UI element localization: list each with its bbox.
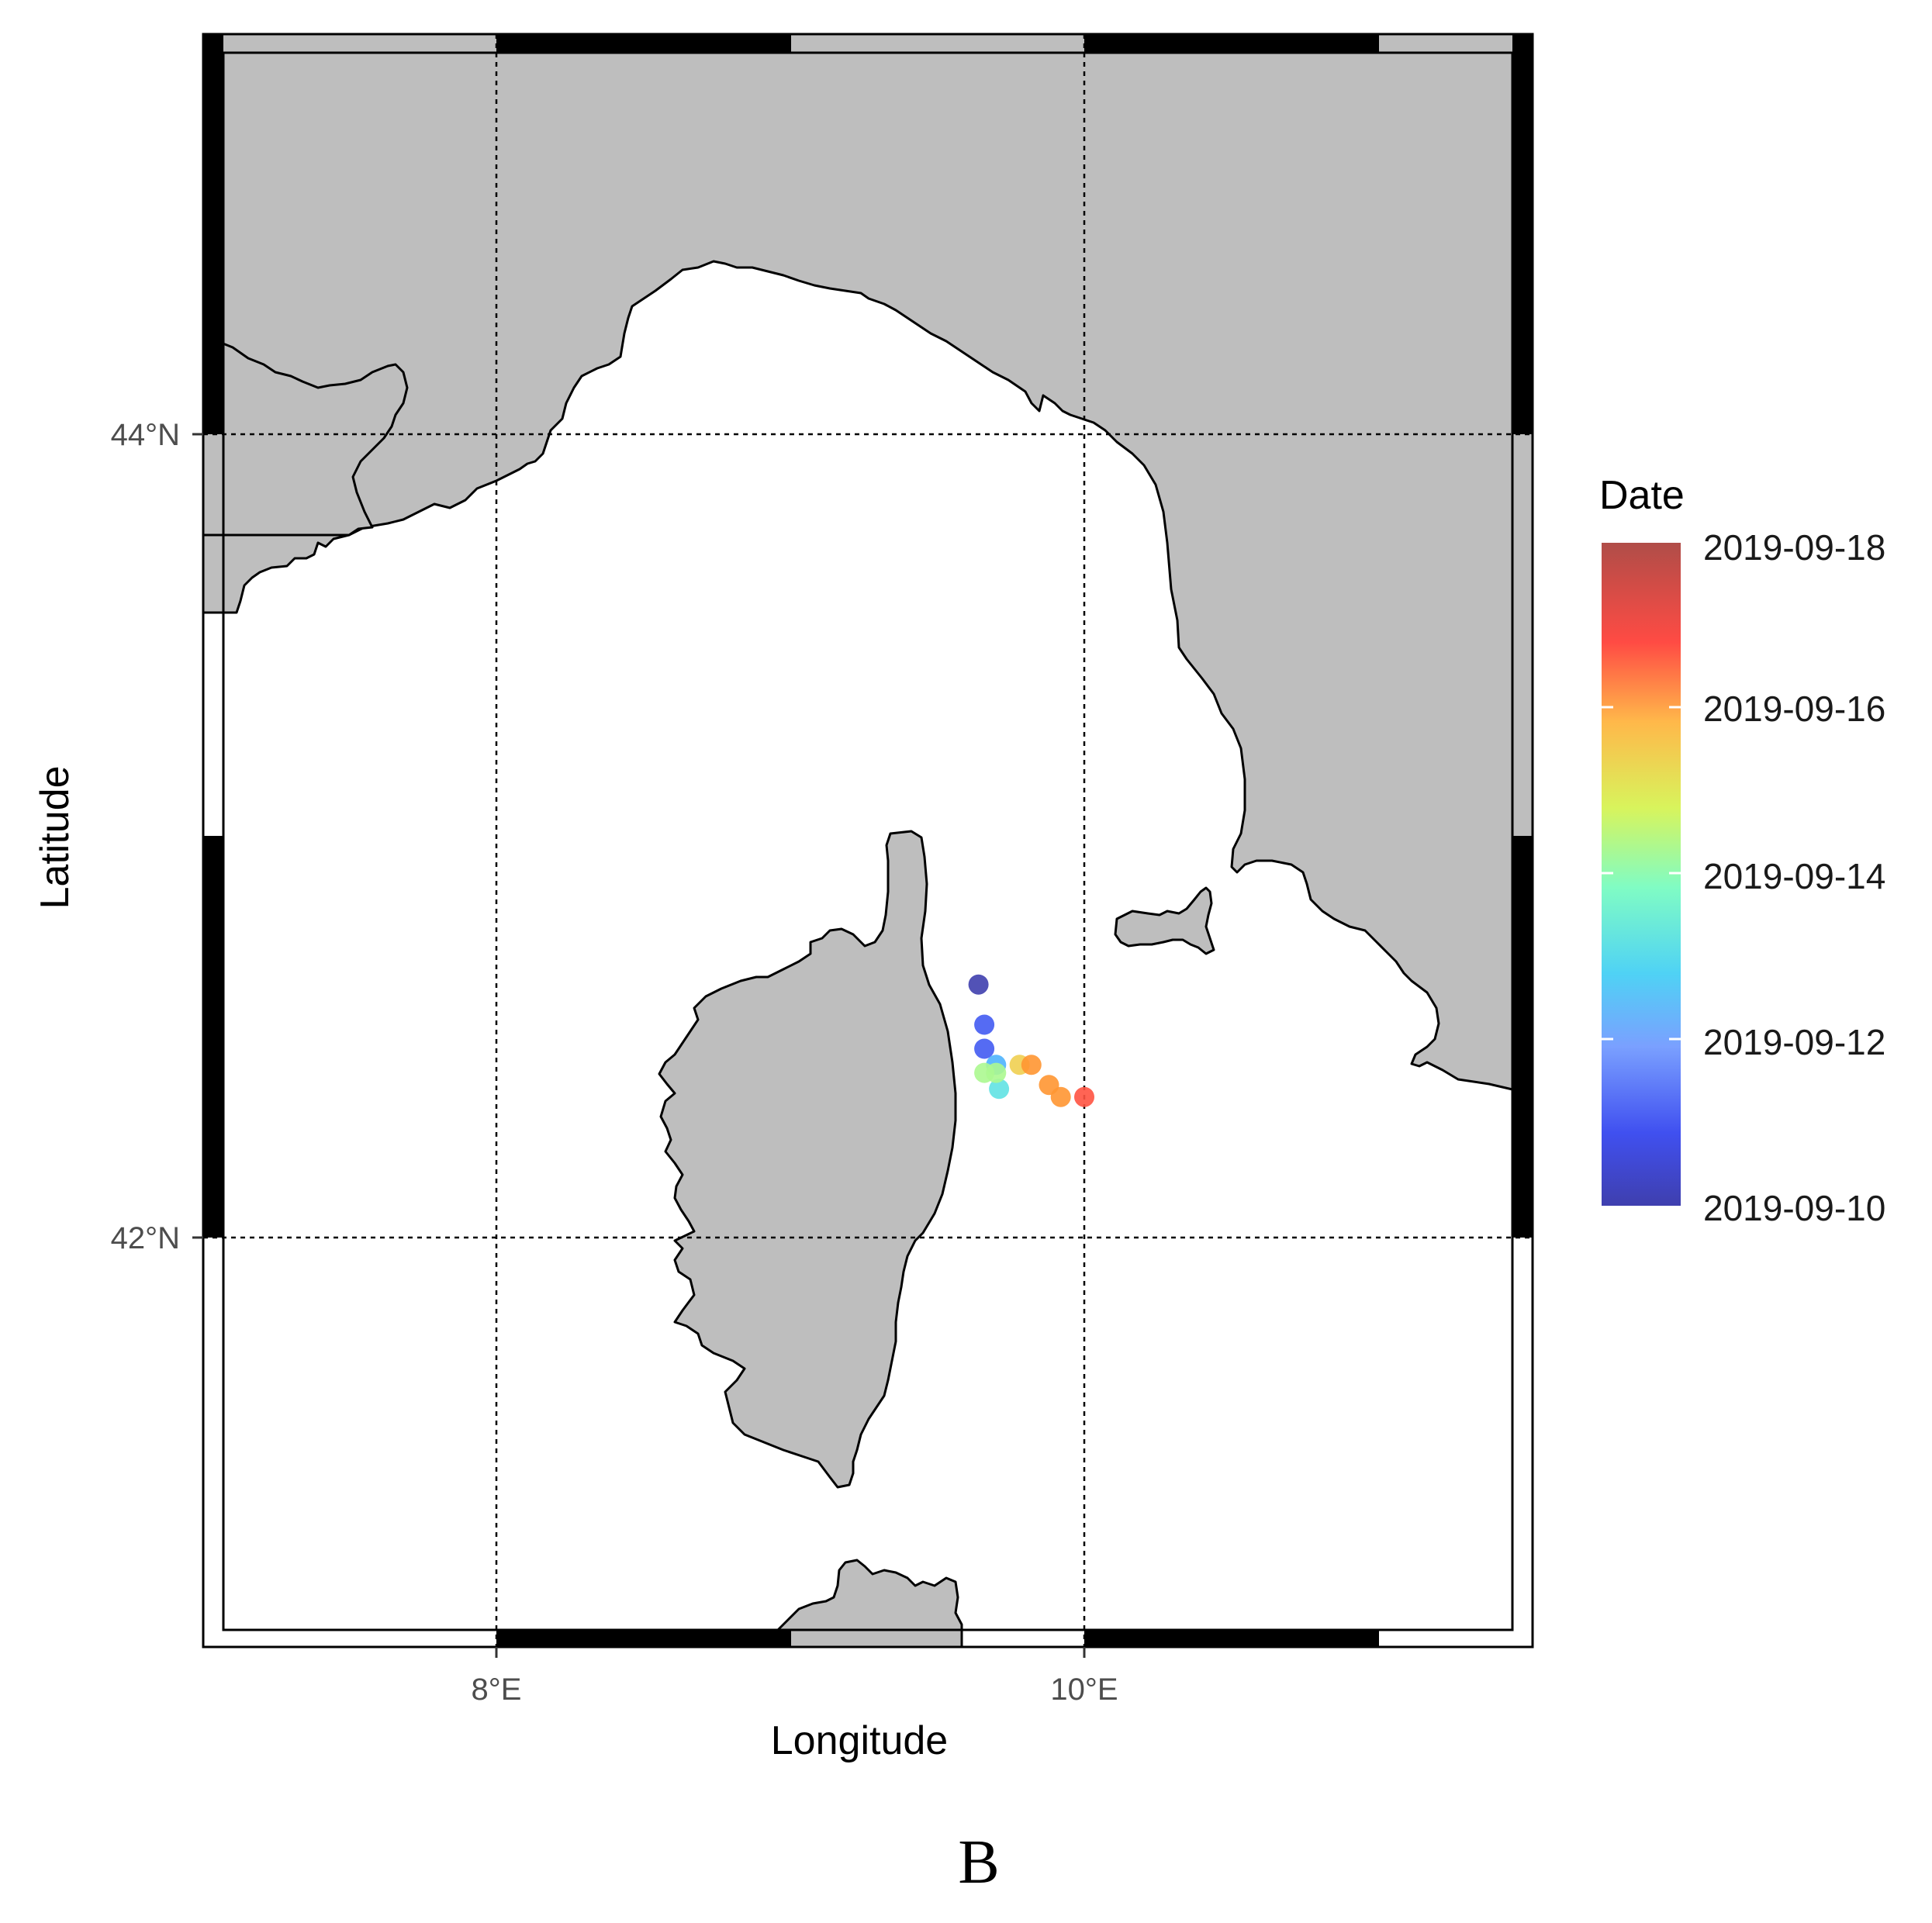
land-corsica xyxy=(658,830,957,1489)
land-sardinia xyxy=(766,1559,963,1647)
legend-title: Date xyxy=(1599,473,1685,518)
track-point xyxy=(986,1062,1007,1083)
track-point xyxy=(974,1038,995,1059)
legend-label: 2019-09-16 xyxy=(1703,689,1885,729)
track-point xyxy=(1021,1055,1042,1075)
graticule xyxy=(203,34,1533,1647)
land-mainland xyxy=(203,34,1533,1095)
axis-ticks xyxy=(192,433,1086,1658)
x-axis-title: Longitude xyxy=(771,1718,948,1763)
land-coast-west xyxy=(203,332,409,537)
map-frame xyxy=(202,33,1534,1649)
x-tick-label: 10°E xyxy=(1050,1673,1118,1707)
track-point xyxy=(1050,1086,1071,1107)
panel-label: B xyxy=(958,1828,999,1897)
track-points xyxy=(968,974,1094,1107)
track-point xyxy=(989,1079,1010,1100)
legend-colorbar xyxy=(1602,543,1681,1206)
legend-ticks xyxy=(1602,706,1681,1041)
track-point xyxy=(1074,1086,1094,1107)
legend-label: 2019-09-12 xyxy=(1703,1022,1885,1062)
track-point xyxy=(974,1014,995,1035)
legend-label: 2019-09-18 xyxy=(1703,527,1885,568)
legend-label: 2019-09-14 xyxy=(1703,856,1885,896)
track-point xyxy=(968,974,989,995)
y-axis-title: Latitude xyxy=(33,765,78,909)
land-elba xyxy=(1114,886,1215,955)
legend-label: 2019-09-10 xyxy=(1703,1188,1885,1228)
legend: Date 2019-09-18 2019-09-16 2019-09-14 20… xyxy=(1599,473,1885,1228)
x-tick-label: 8°E xyxy=(472,1673,522,1707)
y-tick-label: 42°N xyxy=(111,1221,180,1255)
y-tick-label: 44°N xyxy=(111,418,180,452)
